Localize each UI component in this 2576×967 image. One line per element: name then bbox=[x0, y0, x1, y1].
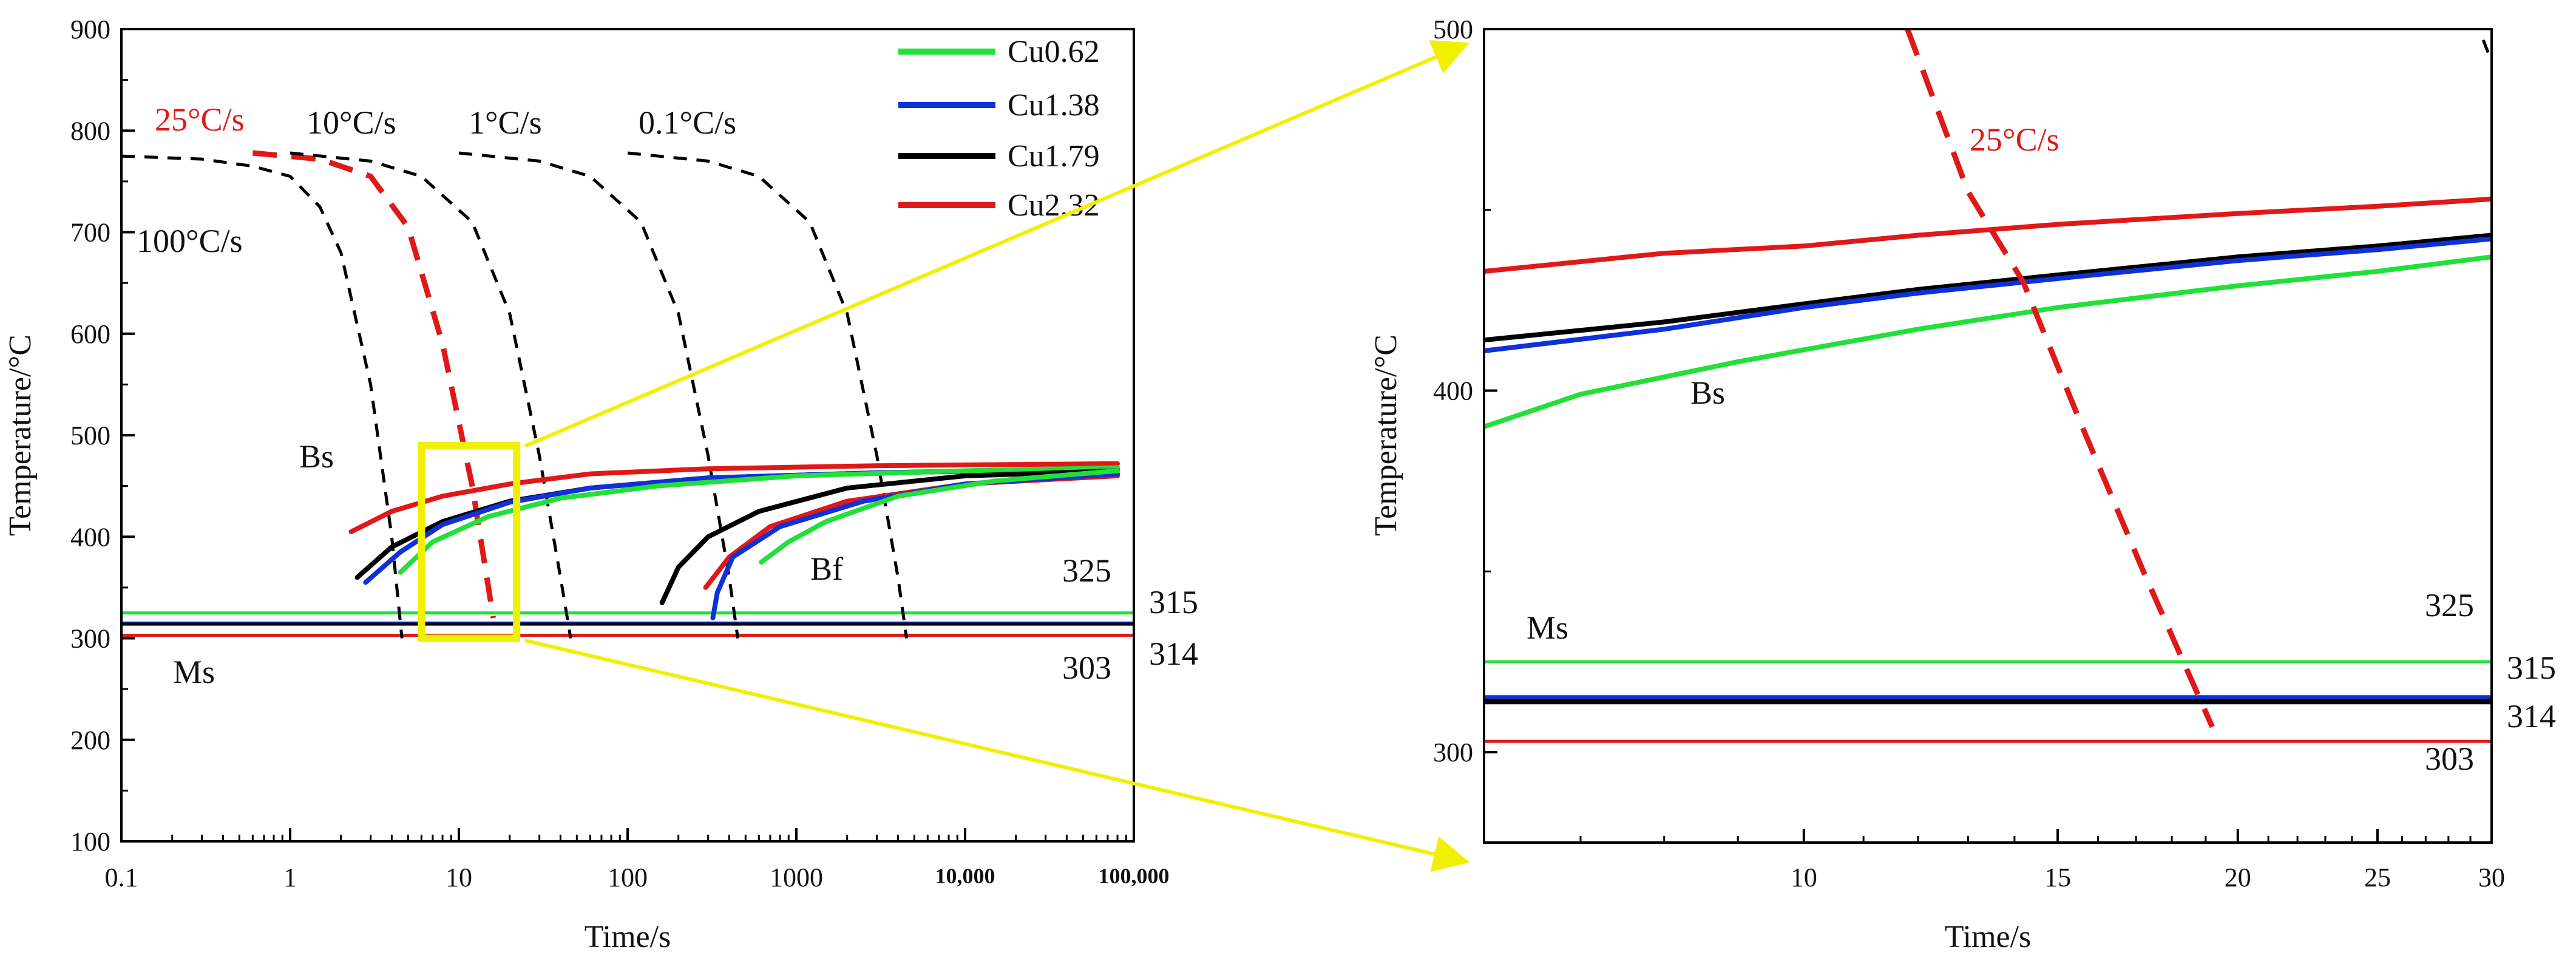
right-y-tick-label: 400 bbox=[1433, 376, 1473, 406]
right-label-25cs: 25°C/s bbox=[1970, 121, 2059, 158]
left-chart: 0.1 1 10 100 1000 10,000 100,000 100 200 300 400 5… bbox=[3, 15, 1198, 954]
right-y-axis-label: Temperature/°C bbox=[1369, 334, 1403, 536]
right-bs-curve-cu1-38 bbox=[1483, 236, 2492, 353]
right-x-tick-label: 10 bbox=[1791, 863, 1817, 892]
left-x-tick-label: 10 bbox=[446, 863, 472, 892]
right-ms-value-314: 314 bbox=[2507, 698, 2556, 735]
right-label-ms: Ms bbox=[1527, 609, 1568, 646]
ms-value-315: 315 bbox=[1149, 584, 1198, 620]
left-x-tick-label: 100,000 bbox=[1099, 864, 1170, 888]
legend-label-cu138: Cu1.38 bbox=[1008, 88, 1100, 123]
ms-value-314: 314 bbox=[1149, 636, 1198, 672]
left-y-tick-label: 500 bbox=[70, 421, 110, 450]
cooling-curve-1-c-s bbox=[458, 151, 740, 639]
legend: Cu0.62 Cu1.38 Cu1.79 Cu2.32 bbox=[898, 35, 1100, 223]
right-cooling-curve-edge-1 bbox=[2481, 39, 2493, 63]
bs-curve-cu0-62 bbox=[398, 465, 1120, 575]
label-25cs: 25°C/s bbox=[155, 101, 245, 138]
legend-label-cu062: Cu0.62 bbox=[1008, 35, 1100, 69]
left-y-tick-label: 200 bbox=[70, 725, 110, 755]
left-y-axis-label: Temperature/°C bbox=[3, 334, 38, 536]
label-01cs: 0.1°C/s bbox=[639, 104, 736, 141]
right-y-ticks: 300 400 500 bbox=[1433, 15, 1497, 767]
left-x-axis-label: Time/s bbox=[585, 920, 671, 954]
zoom-connector-bottom bbox=[524, 639, 1470, 872]
left-y-tick-label: 400 bbox=[70, 522, 110, 552]
left-plot-curves bbox=[121, 150, 1134, 639]
right-ms-value-315: 315 bbox=[2507, 650, 2556, 686]
cooling-curve-0-1-c-s bbox=[627, 151, 909, 639]
right-x-tick-label: 15 bbox=[2044, 863, 2071, 892]
right-y-tick-label: 300 bbox=[1433, 738, 1473, 767]
cooling-curve-100-c-s bbox=[121, 154, 404, 639]
left-x-tick-label: 1 bbox=[283, 863, 297, 892]
left-y-ticks: 100 200 300 400 500 600 700 800 900 bbox=[70, 15, 135, 857]
left-plot-frame bbox=[120, 28, 1135, 843]
label-bf: Bf bbox=[810, 551, 843, 587]
right-bs-curve-cu2-32 bbox=[1483, 196, 2492, 274]
ms-value-325: 325 bbox=[1062, 552, 1111, 589]
zoom-connector-top bbox=[524, 40, 1470, 448]
cooling-curve-25-c-s bbox=[252, 150, 497, 619]
right-x-tick-label: 25 bbox=[2364, 863, 2391, 892]
right-plot-frame bbox=[1483, 28, 2493, 844]
bs-curve-cu1-38 bbox=[363, 465, 1120, 585]
left-y-tick-label: 800 bbox=[70, 116, 110, 146]
label-100cs: 100°C/s bbox=[137, 223, 243, 259]
right-x-ticks: 10 15 20 25 30 bbox=[1579, 829, 2505, 892]
label-10cs: 10°C/s bbox=[307, 104, 396, 141]
right-y-tick-label: 500 bbox=[1433, 15, 1473, 44]
right-x-tick-label: 30 bbox=[2478, 863, 2505, 892]
right-bs-curve-cu1-79 bbox=[1483, 232, 2492, 343]
right-plot-curves bbox=[1483, 28, 2493, 743]
right-ms-value-325: 325 bbox=[2425, 587, 2474, 623]
zoom-box bbox=[418, 441, 521, 642]
label-1cs: 1°C/s bbox=[469, 104, 542, 141]
left-y-tick-label: 900 bbox=[70, 15, 110, 44]
right-x-axis-label: Time/s bbox=[1945, 920, 2032, 954]
left-x-tick-label: 1000 bbox=[770, 863, 823, 892]
left-x-tick-label: 100 bbox=[608, 863, 648, 892]
label-ms: Ms bbox=[173, 654, 215, 690]
label-bs: Bs bbox=[299, 438, 334, 475]
left-y-tick-label: 100 bbox=[70, 827, 110, 857]
right-ms-value-303: 303 bbox=[2425, 741, 2474, 777]
left-x-ticks: 0.1 1 10 100 1000 10,000 100,000 bbox=[105, 828, 1170, 892]
bf-curve-cu0-62 bbox=[759, 468, 1120, 565]
right-bs-curve-cu0-62 bbox=[1483, 254, 2492, 429]
right-cooling-curve-25-c-s bbox=[1905, 28, 2215, 728]
left-x-tick-label: 10,000 bbox=[935, 864, 995, 888]
legend-label-cu179: Cu1.79 bbox=[1008, 139, 1100, 174]
left-x-tick-label: 0.1 bbox=[105, 863, 138, 892]
right-x-tick-label: 20 bbox=[2225, 863, 2251, 892]
left-y-tick-label: 700 bbox=[70, 218, 110, 248]
left-y-tick-label: 300 bbox=[70, 624, 110, 654]
right-label-bs: Bs bbox=[1690, 375, 1725, 411]
bs-curve-cu2-32 bbox=[348, 461, 1120, 534]
right-chart: 10 15 20 25 30 300 400 500 Time/s Temperature/… bbox=[1369, 15, 2556, 954]
ms-value-303: 303 bbox=[1062, 650, 1111, 686]
cooling-curve-10-c-s bbox=[290, 151, 572, 639]
bf-curve-cu1-79 bbox=[659, 468, 1120, 605]
left-y-tick-label: 600 bbox=[70, 319, 110, 349]
